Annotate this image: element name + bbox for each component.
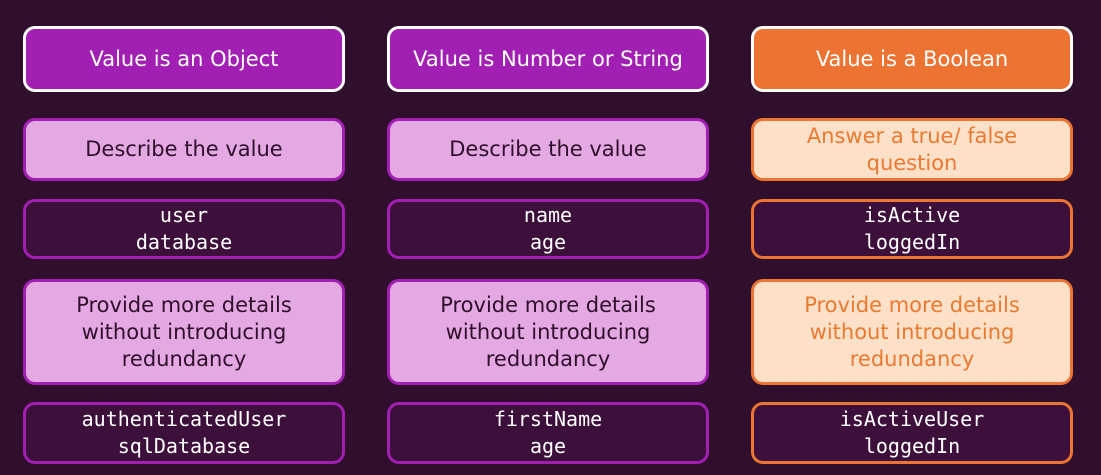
column-header-label: Value is Number or String [413, 47, 683, 71]
column-header: Value is an Object [23, 26, 345, 92]
improved-examples-box: authenticatedUser sqlDatabase [23, 402, 345, 464]
details-text: Provide more details without introducing… [804, 292, 1020, 371]
details-box: Provide more details without introducing… [751, 279, 1073, 385]
example-name: user [159, 203, 209, 227]
column-header: Value is a Boolean [751, 26, 1073, 92]
example-name: name [523, 203, 573, 227]
column-header: Value is Number or String [387, 26, 709, 92]
details-box: Provide more details without introducing… [23, 279, 345, 385]
column-header-label: Value is an Object [89, 47, 279, 71]
improved-example-name: loggedIn [863, 434, 961, 458]
details-text: Provide more details without introducing… [440, 292, 656, 371]
description-text: Answer a true/ false question [806, 123, 1018, 175]
description-text: Describe the value [449, 137, 647, 161]
improved-example-name: firstName [493, 407, 603, 431]
column-header-label: Value is a Boolean [815, 47, 1009, 71]
example-name: isActive [863, 203, 961, 227]
details-text: Provide more details without introducing… [76, 292, 292, 371]
example-name: age [529, 230, 567, 254]
improved-example-name: sqlDatabase [117, 434, 251, 458]
details-box: Provide more details without introducing… [387, 279, 709, 385]
example-name: database [135, 230, 233, 254]
description-box: Answer a true/ false question [751, 118, 1073, 181]
examples-box: isActive loggedIn [751, 199, 1073, 259]
improved-example-name: age [529, 434, 567, 458]
examples-box: user database [23, 199, 345, 259]
description-text: Describe the value [85, 137, 283, 161]
improved-examples-box: firstName age [387, 402, 709, 464]
improved-examples-box: isActiveUser loggedIn [751, 402, 1073, 464]
example-name: loggedIn [863, 230, 961, 254]
improved-example-name: authenticatedUser [81, 407, 287, 431]
description-box: Describe the value [23, 118, 345, 181]
improved-example-name: isActiveUser [839, 407, 985, 431]
examples-box: name age [387, 199, 709, 259]
description-box: Describe the value [387, 118, 709, 181]
